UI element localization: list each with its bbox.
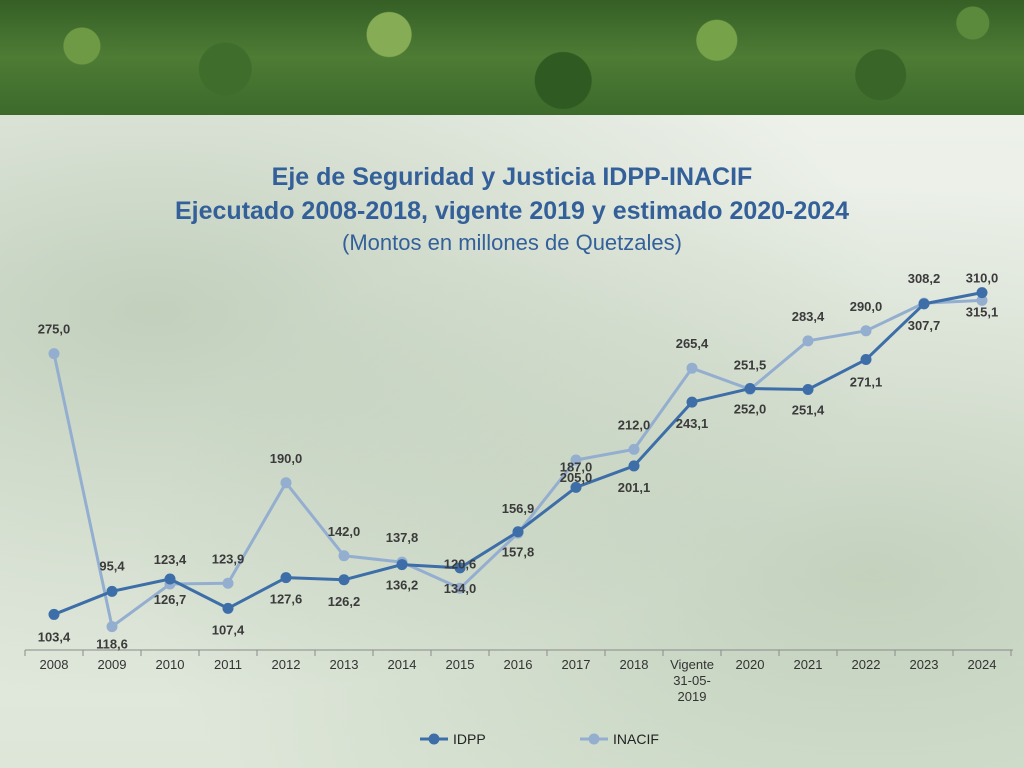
chart-subtitle: Ejecutado 2008-2018, vigente 2019 y esti… <box>175 197 849 225</box>
data-label-idpp: 107,4 <box>212 622 245 637</box>
data-point-inacif <box>454 582 466 594</box>
data-label-inacif: 308,2 <box>908 271 941 286</box>
x-tick-label: 2020 <box>736 657 765 672</box>
x-tick-label: 2010 <box>156 657 185 672</box>
data-point-inacif <box>222 577 234 589</box>
data-point-inacif <box>976 294 988 306</box>
x-tick-label: 2022 <box>852 657 881 672</box>
data-label-inacif: 118,6 <box>96 637 128 652</box>
legend-label-idpp: IDPP <box>453 731 486 747</box>
data-point-idpp <box>106 585 118 597</box>
data-label-inacif: 212,0 <box>618 417 651 432</box>
data-label-inacif: 310,0 <box>966 270 999 285</box>
series-line-idpp <box>53 291 983 616</box>
data-label-idpp: 251,4 <box>792 402 825 417</box>
data-point-idpp <box>280 572 292 584</box>
data-label-idpp: 103,4 <box>38 629 71 644</box>
x-tick-label: 2021 <box>794 657 823 672</box>
x-tick-label: 2013 <box>330 657 359 672</box>
data-label-inacif: 265,4 <box>676 336 709 351</box>
series-line-inacif <box>52 298 983 629</box>
data-point-idpp <box>222 602 234 614</box>
data-point-idpp <box>454 562 466 574</box>
data-point-idpp <box>628 460 640 472</box>
data-point-inacif <box>628 443 640 455</box>
data-label-inacif: 123,4 <box>154 552 187 567</box>
data-point-inacif <box>106 621 118 633</box>
data-point-inacif <box>48 348 60 360</box>
x-tick-label: 2016 <box>504 657 533 672</box>
background <box>0 115 1024 768</box>
data-point-idpp <box>396 559 408 571</box>
data-point-inacif <box>686 362 698 374</box>
data-point-idpp <box>512 526 524 538</box>
data-point-idpp <box>744 383 756 395</box>
data-point-inacif <box>570 454 582 466</box>
chart-title: Eje de Seguridad y Justicia IDPP-INACIF <box>271 163 753 191</box>
x-tick-label: 2024 <box>968 657 997 672</box>
data-point-inacif <box>802 335 814 347</box>
data-label-idpp: 201,1 <box>618 480 651 495</box>
data-label-inacif: 251,5 <box>734 357 767 372</box>
data-point-idpp <box>48 608 60 620</box>
data-label-idpp: 252,0 <box>734 402 767 417</box>
x-tick-label: 2017 <box>562 657 591 672</box>
x-tick-label: 2009 <box>98 657 127 672</box>
x-tick-label: 2023 <box>910 657 939 672</box>
data-point-idpp <box>976 287 988 299</box>
data-point-idpp <box>164 573 176 585</box>
chart-titles: Eje de Seguridad y Justicia IDPP-INACIF … <box>0 160 1024 258</box>
data-label-idpp: 157,8 <box>502 545 535 560</box>
data-point-idpp <box>570 481 582 493</box>
data-label-idpp: 126,7 <box>154 592 187 607</box>
data-label-idpp: 95,4 <box>99 558 125 573</box>
data-point-idpp <box>338 574 350 586</box>
data-label-inacif: 290,0 <box>850 299 883 314</box>
data-label-inacif: 205,0 <box>560 470 593 485</box>
legend-swatch-marker <box>428 733 440 745</box>
chart-units: (Montos en millones de Quetzales) <box>342 230 682 255</box>
data-label-inacif: 123,9 <box>212 551 245 566</box>
legend-swatch-marker <box>588 733 600 745</box>
data-label-idpp: 243,1 <box>676 416 709 431</box>
x-tick-label: 2018 <box>620 657 649 672</box>
data-point-inacif <box>338 550 350 562</box>
data-label-inacif: 275,0 <box>38 322 71 337</box>
data-label-idpp: 271,1 <box>850 375 883 390</box>
x-tick-label: Vigente 31-05-2019 <box>670 657 714 704</box>
legend-label-inacif: INACIF <box>613 731 659 747</box>
data-label-inacif: 190,0 <box>270 451 303 466</box>
data-label-inacif: 156,9 <box>502 501 535 516</box>
data-point-inacif <box>280 477 292 489</box>
data-point-idpp <box>918 298 930 310</box>
data-point-idpp <box>802 383 814 395</box>
data-label-inacif: 283,4 <box>792 309 825 324</box>
data-label-idpp: 136,2 <box>386 578 419 593</box>
data-point-idpp <box>686 396 698 408</box>
data-point-idpp <box>860 354 872 366</box>
data-label-inacif: 120,6 <box>444 556 477 571</box>
data-label-idpp: 315,1 <box>966 305 999 320</box>
x-tick-label: 2012 <box>272 657 301 672</box>
data-label-idpp: 127,6 <box>270 592 303 607</box>
data-label-idpp: 134,0 <box>444 581 477 596</box>
data-label-inacif: 142,0 <box>328 524 361 539</box>
data-point-inacif <box>860 325 872 337</box>
data-label-idpp: 126,2 <box>328 594 361 609</box>
forest-banner <box>0 0 1024 115</box>
x-tick-label: 2014 <box>388 657 417 672</box>
data-label-idpp: 187,0 <box>560 459 593 474</box>
x-tick-label: 2008 <box>40 657 69 672</box>
x-tick-label: 2015 <box>446 657 475 672</box>
data-label-idpp: 307,7 <box>908 318 941 333</box>
data-label-inacif: 137,8 <box>386 530 419 545</box>
x-tick-label: 2011 <box>214 657 242 672</box>
